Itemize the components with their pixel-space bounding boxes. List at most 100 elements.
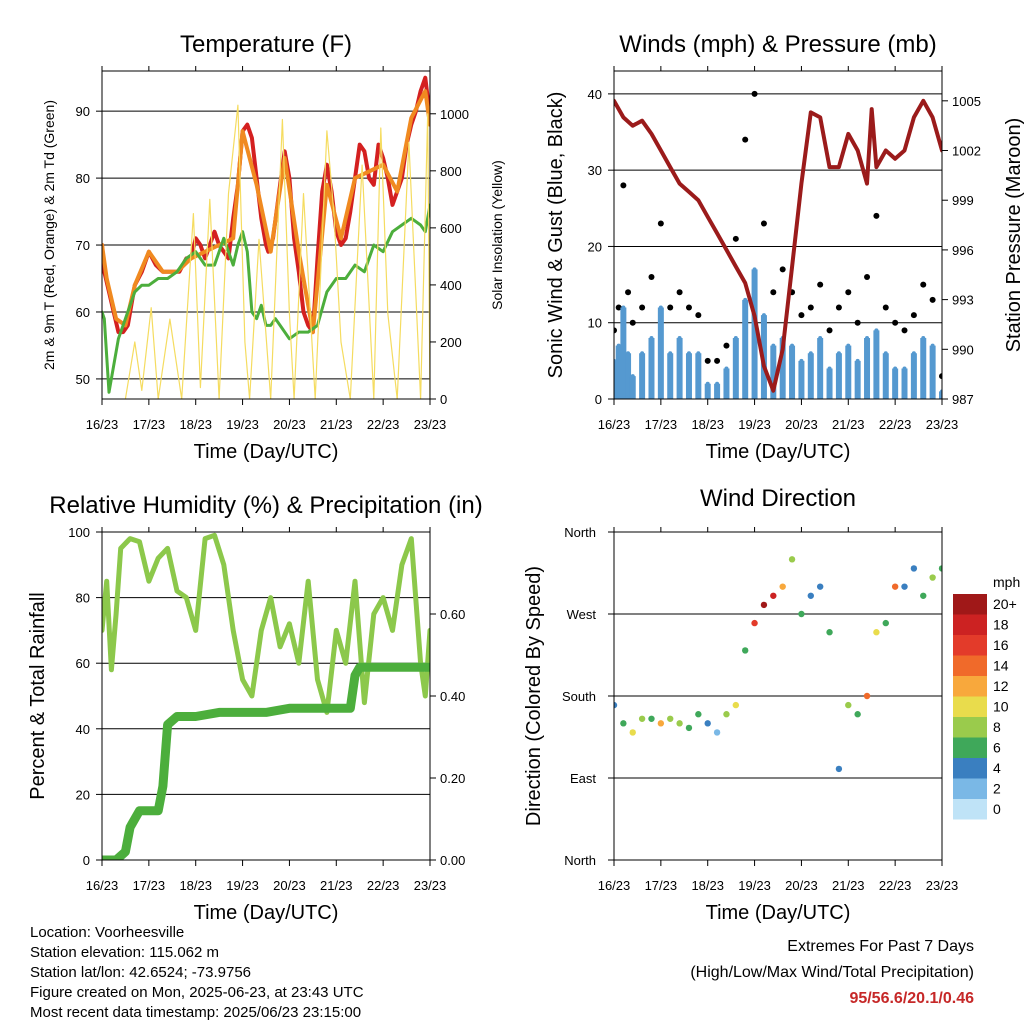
y-tick-label: 20 [588,239,602,254]
wind-point [835,304,842,311]
x-tick-label: 21/23 [832,417,865,432]
wind-point [723,342,730,349]
x-tick-label: 16/23 [598,878,631,893]
y-tick-label: North [564,853,596,868]
wind-point [911,351,916,356]
x-tick-label: 23/23 [414,878,447,893]
wind-point [732,235,739,242]
y2-tick-label: 999 [952,193,974,208]
created-text: Figure created on Mon, 2025-06-23, at 23… [30,984,364,1001]
x-axis-label: Time (Day/UTC) [194,441,339,463]
wind-point [724,366,729,371]
y-tick-label: 50 [76,372,90,387]
direction-point [620,720,627,727]
direction-point [882,619,889,627]
x-tick-label: 16/23 [86,417,119,432]
wind-point [715,381,720,386]
wind-point [657,220,664,227]
wind-point [614,327,617,334]
wind-point [779,266,786,273]
x-tick-label: 18/23 [179,417,212,432]
wind-point [892,319,899,326]
legend-label: 20+ [993,596,1017,612]
direction-point [845,701,852,709]
direction-point [901,583,908,590]
x-tick-label: 20/23 [273,878,306,893]
x-tick-label: 19/23 [738,878,771,893]
x-tick-label: 19/23 [738,417,771,432]
x-tick-label: 20/23 [785,417,818,432]
plot-area [614,556,942,773]
legend-swatch [953,635,987,656]
direction-point [788,556,796,563]
x-tick-label: 22/23 [879,417,912,432]
y2-tick-label: 800 [440,164,462,179]
wind-point [865,335,870,340]
wind-point [630,374,635,379]
y2-tick-label: 990 [952,342,974,357]
station-info: Location: Voorheesville Station elevatio… [30,923,364,1023]
plot-area [102,75,430,399]
legend-label: 8 [993,719,1001,735]
wind-point [864,273,871,280]
wind-point [616,343,621,348]
y-tick-label: West [567,607,597,622]
y2-tick-label: 987 [952,392,974,407]
x-tick-label: 20/23 [785,878,818,893]
y-axis-label: Percent & Total Rainfall [27,592,49,800]
y-tick-label: 60 [76,305,90,320]
chart-title: Relative Humidity (%) & Precipitation (i… [49,492,482,519]
direction-point [648,715,655,722]
direction-point [695,711,702,718]
chart-title: Temperature (F) [180,31,352,58]
y-tick-label: 40 [76,722,90,737]
wind-point [836,351,841,356]
recent-data-text: Most recent data timestamp: 2025/06/23 2… [30,1004,362,1021]
series-line [102,89,430,335]
y-tick-label: East [570,771,596,786]
y2-tick-label: 1005 [952,94,981,109]
direction-point [742,647,749,654]
latlon-text: Station lat/lon: 42.6524; -73.9756 [30,964,252,981]
wind-point [826,327,833,334]
wind-point [640,351,645,356]
chart-title: Wind Direction [700,485,856,512]
wind-point [620,182,627,189]
location-text: Location: Voorheesville [30,924,185,941]
y2-axis-label: Station Pressure (Maroon) [1003,118,1024,353]
wind-point [696,351,701,356]
wind-point [752,267,757,272]
wind-point [845,289,852,296]
direction-point [704,720,711,727]
legend-label: 12 [993,678,1009,694]
direction-point [826,629,833,636]
legend-swatch [953,717,987,738]
x-tick-label: 21/23 [320,417,353,432]
wind-point [621,305,626,310]
y-tick-label: 60 [76,656,90,671]
wind-point [790,343,795,348]
plot-frame [613,70,943,400]
wind-point [648,273,655,280]
direction-point [835,765,843,773]
wind-point [714,357,721,364]
direction-point [910,565,918,572]
x-tick-label: 17/23 [645,417,678,432]
y-axis-label: 2m & 9m T (Red, Orange) & 2m Td (Green) [41,100,57,370]
wind-point [770,289,777,296]
wind-point [929,296,936,303]
direction-point [873,629,880,636]
extremes-subtitle: (High/Low/Max Wind/Total Precipitation) [690,964,974,981]
legend-title: mph [993,574,1020,590]
legend-swatch [953,655,987,676]
wind-point [677,335,682,340]
direction-point [770,592,777,599]
wind-point [827,366,832,371]
series-line [102,203,430,394]
wind-point [751,90,758,97]
legend-label: 14 [993,658,1009,674]
y-tick-label: South [562,689,596,704]
wind-point [807,304,814,311]
direction-point [929,574,936,581]
y-tick-label: 100 [68,525,90,540]
